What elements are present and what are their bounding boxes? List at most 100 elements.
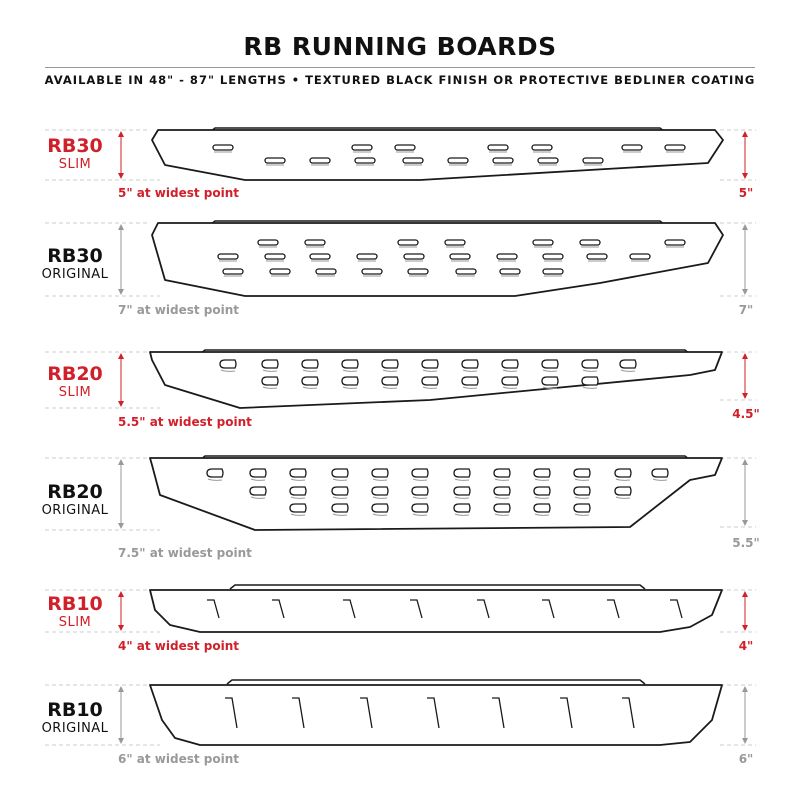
variant-name: ORIGINAL [41, 267, 109, 282]
pad-shadow [302, 386, 318, 389]
pad-shadow [412, 496, 428, 499]
arrow-head-icon [742, 131, 748, 137]
slot-cutout [579, 239, 601, 246]
pad-shadow [620, 369, 636, 372]
traction-pad [533, 486, 551, 496]
slot-cutout [586, 253, 608, 260]
slot-cutout [447, 157, 469, 164]
board-outline [149, 684, 723, 746]
traction-pad [453, 468, 471, 478]
pad-shadow [332, 513, 348, 516]
board-outline [149, 457, 723, 531]
pad-shadow [652, 478, 668, 481]
traction-pad [289, 468, 307, 478]
slot-cutout [664, 239, 686, 246]
page-subtitle: AVAILABLE IN 48" - 87" LENGTHS • TEXTURE… [44, 73, 756, 87]
traction-pad [289, 486, 307, 496]
slot-cutout [449, 253, 471, 260]
tread-mark [292, 697, 305, 729]
variant-name: ORIGINAL [41, 721, 109, 736]
slot-cutout [531, 144, 553, 151]
slot-cutout [537, 157, 559, 164]
pad-shadow [502, 369, 518, 372]
pad-shadow [502, 386, 518, 389]
arrow-head-icon [742, 591, 748, 597]
slot-cutout [582, 157, 604, 164]
arrow-head-icon [742, 289, 748, 295]
traction-pad [541, 359, 559, 369]
tread-mark [477, 599, 490, 619]
slot-cutout [356, 253, 378, 260]
variant-name: SLIM [58, 615, 92, 630]
traction-pad [301, 376, 319, 386]
title-divider [45, 67, 755, 68]
tread-mark [607, 599, 620, 619]
page-title: RB RUNNING BOARDS [243, 32, 557, 61]
model-name: RB20 [47, 481, 103, 503]
board-top-lip [229, 584, 646, 590]
tread-mark [542, 599, 555, 619]
model-name: RB10 [47, 699, 103, 721]
tread-mark [343, 599, 356, 619]
arrow-head-icon [118, 173, 124, 179]
pad-shadow [454, 496, 470, 499]
slot-cutout [492, 157, 514, 164]
traction-pad [493, 468, 511, 478]
pad-shadow [207, 478, 223, 481]
traction-pad [614, 486, 632, 496]
traction-pad [421, 376, 439, 386]
slot-cutout [629, 253, 651, 260]
traction-pad [371, 486, 389, 496]
pad-shadow [262, 386, 278, 389]
arrow-head-icon [118, 401, 124, 407]
model-name: RB30 [47, 245, 103, 267]
tread-mark [492, 697, 505, 729]
traction-pad [581, 359, 599, 369]
slot-cutout [351, 144, 373, 151]
arrow-head-icon [118, 625, 124, 631]
end-height-rb20-original: 5.5" [732, 536, 760, 550]
widest-note-rb10-original: 6" at widest point [118, 752, 240, 766]
pad-shadow [582, 369, 598, 372]
traction-pad [533, 503, 551, 513]
pad-shadow [615, 496, 631, 499]
slot-cutout [444, 239, 466, 246]
end-height-rb10-original: 6" [738, 752, 754, 766]
pad-shadow [382, 369, 398, 372]
traction-pad [573, 486, 591, 496]
label-rb30-slim: RB30 SLIM [25, 136, 125, 173]
pad-shadow [250, 478, 266, 481]
label-rb20-original: RB20 ORIGINAL [25, 482, 125, 519]
traction-pad [421, 359, 439, 369]
pad-shadow [332, 478, 348, 481]
traction-pad [249, 468, 267, 478]
pad-shadow [454, 513, 470, 516]
widest-note-rb30-original: 7" at widest point [118, 303, 240, 317]
pad-shadow [412, 513, 428, 516]
slot-cutout [315, 268, 337, 275]
slot-cutout [542, 253, 564, 260]
pad-shadow [534, 478, 550, 481]
traction-pad [541, 376, 559, 386]
model-name: RB20 [47, 363, 103, 385]
pad-shadow [422, 369, 438, 372]
pad-shadow [462, 369, 478, 372]
widest-note-rb30-slim: 5" at widest point [118, 186, 240, 200]
arrow-head-icon [118, 224, 124, 230]
end-height-rb30-slim: 5" [738, 186, 754, 200]
traction-pad [619, 359, 637, 369]
pad-shadow [574, 496, 590, 499]
pad-shadow [494, 478, 510, 481]
widest-note-rb20-original: 7.5" at widest point [118, 546, 252, 560]
slot-cutout [304, 239, 326, 246]
label-rb10-slim: RB10 SLIM [25, 594, 125, 631]
variant-name: SLIM [58, 157, 92, 172]
pad-shadow [290, 496, 306, 499]
traction-pad [461, 376, 479, 386]
pad-shadow [574, 513, 590, 516]
slot-cutout [499, 268, 521, 275]
pad-shadow [542, 386, 558, 389]
slot-cutout [361, 268, 383, 275]
traction-pad [573, 503, 591, 513]
board-top-lip [226, 679, 646, 685]
